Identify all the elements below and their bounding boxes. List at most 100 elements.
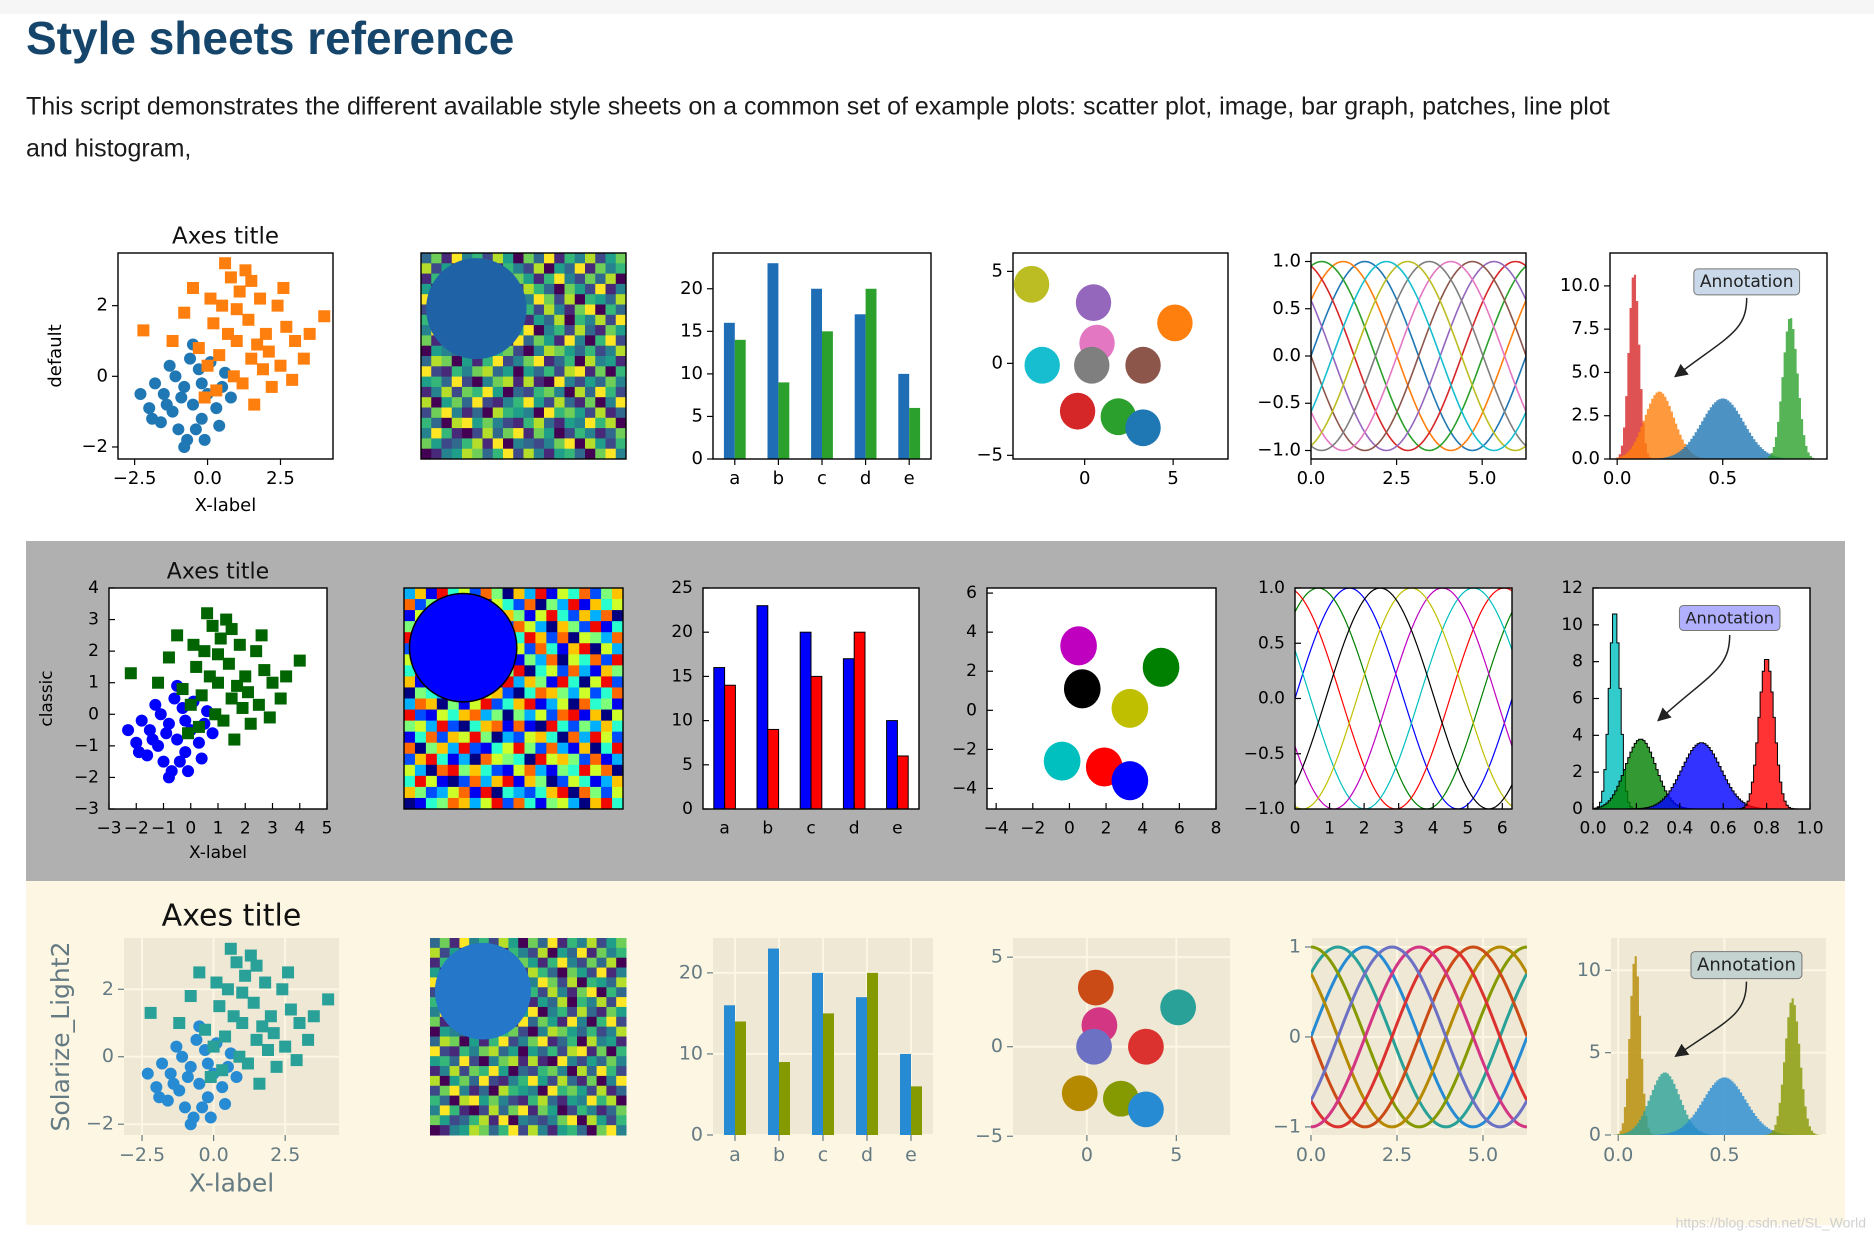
- image-cell: [492, 448, 504, 460]
- scatter-point: [186, 281, 199, 294]
- image-cell: [586, 977, 598, 988]
- bar: [768, 948, 779, 1135]
- patch-circle: [1059, 392, 1096, 430]
- image-cell: [612, 797, 624, 810]
- patch-circle: [1024, 346, 1060, 384]
- image-cell: [546, 610, 558, 622]
- patch-circle: [1063, 669, 1101, 709]
- subplot: 0 10 20 a b c d e: [679, 938, 933, 1166]
- image-cell: [577, 967, 588, 978]
- scatter-point: [216, 1081, 229, 1094]
- image-cell: [574, 263, 586, 275]
- image-cell: [606, 1056, 617, 1067]
- image-cell: [535, 764, 547, 777]
- scatter-point: [154, 708, 167, 721]
- image-cell: [596, 938, 607, 949]
- image-cell: [469, 753, 482, 766]
- image-cell: [425, 775, 438, 788]
- scatter-point: [224, 942, 237, 955]
- image-cell: [557, 764, 569, 777]
- image-cell: [537, 1115, 549, 1126]
- image-cell: [498, 938, 509, 949]
- image-cell: [596, 1026, 607, 1037]
- image-cell: [595, 283, 606, 295]
- y-tick-label: 10: [680, 363, 703, 384]
- scatter-point: [239, 670, 252, 683]
- scatter-point: [227, 1010, 240, 1023]
- scatter-point: [132, 746, 145, 759]
- image-cell: [447, 731, 460, 744]
- image-cell: [586, 967, 598, 978]
- image-cell: [425, 742, 438, 755]
- scatter-point: [277, 281, 290, 294]
- image-cell: [595, 314, 606, 326]
- y-tick-label: 25: [671, 578, 693, 598]
- image-cell: [513, 665, 525, 677]
- scatter-point: [181, 1070, 194, 1083]
- image-cell: [616, 1026, 627, 1037]
- image-cell: [524, 654, 536, 666]
- image-cell: [524, 720, 536, 733]
- image-cell: [524, 764, 536, 777]
- scatter-point: [206, 619, 219, 632]
- image-cell: [492, 376, 504, 388]
- y-tick-label: 7.5: [1571, 318, 1600, 339]
- image-cell: [546, 654, 558, 666]
- image-cell: [547, 938, 558, 949]
- image-cell: [533, 304, 545, 316]
- image-cell: [554, 397, 565, 408]
- image-cell: [469, 731, 482, 744]
- y-tick-label: 4: [88, 578, 99, 598]
- annotation-box: [1690, 951, 1803, 980]
- image-cell: [458, 731, 471, 744]
- scatter-point: [210, 384, 223, 397]
- image-cell: [537, 1125, 549, 1136]
- image-cell: [414, 786, 427, 799]
- image-cell: [502, 599, 514, 611]
- x-tick-label: c: [806, 818, 815, 838]
- image-cell: [554, 263, 565, 275]
- image-cell: [586, 938, 598, 949]
- image-cell: [462, 376, 473, 388]
- y-tick-label: 2: [88, 641, 99, 661]
- image-cell: [615, 428, 627, 439]
- image-cell: [564, 345, 576, 357]
- image-cell: [568, 687, 580, 699]
- scatter-point: [290, 1054, 303, 1067]
- image-cell: [612, 731, 624, 744]
- image-cell: [537, 987, 549, 998]
- image-cell: [459, 1075, 470, 1087]
- image-cell: [586, 997, 598, 1008]
- image-cell: [524, 775, 536, 788]
- image-cell: [404, 599, 416, 611]
- image-cell: [606, 1105, 617, 1116]
- x-tick-label: 0.0: [1579, 818, 1606, 838]
- image-cell: [513, 428, 524, 439]
- image-cell: [513, 253, 524, 264]
- image-cell: [586, 1095, 598, 1106]
- x-tick-label: −3: [96, 818, 121, 838]
- image-cell: [533, 314, 545, 326]
- image-cell: [488, 1105, 500, 1116]
- scatter-point: [259, 327, 272, 340]
- image-cell: [533, 325, 545, 336]
- image-cell: [606, 997, 617, 1008]
- image-cell: [537, 1095, 549, 1106]
- image-cell: [528, 967, 539, 978]
- axes-spines: [712, 252, 932, 460]
- image-cell: [557, 588, 569, 600]
- image-cell: [577, 1006, 588, 1018]
- image-cell: [612, 720, 624, 733]
- image-cell: [472, 407, 483, 419]
- scatter-point: [187, 638, 200, 651]
- image-cell: [458, 698, 471, 711]
- scatter-point: [252, 698, 265, 711]
- x-tick-label: 5: [1167, 468, 1178, 489]
- image-cell: [606, 1085, 617, 1097]
- scatter-point: [256, 1020, 269, 1033]
- image-cell: [595, 304, 606, 316]
- image-cell: [431, 448, 442, 460]
- image-cell: [547, 1075, 558, 1087]
- bar: [724, 684, 736, 809]
- image-cell: [585, 345, 596, 357]
